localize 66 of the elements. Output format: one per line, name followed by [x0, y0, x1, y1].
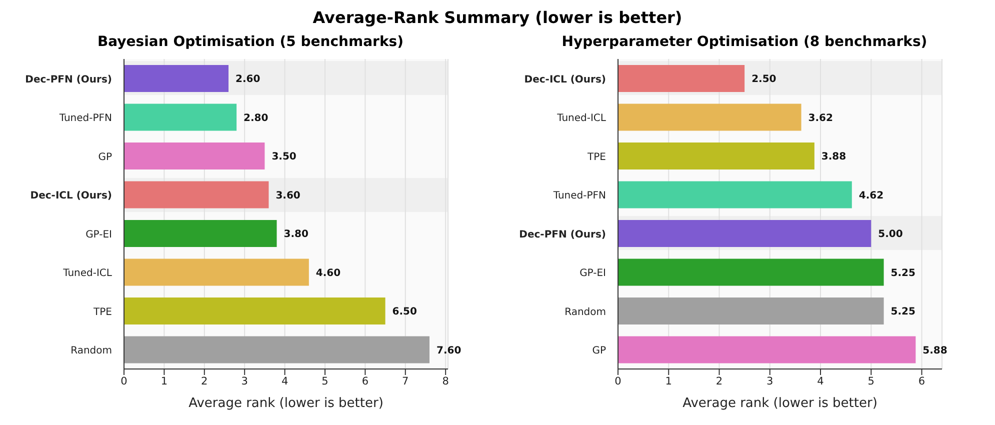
data-label: 2.80	[244, 112, 268, 124]
x-tick-label: 0	[120, 375, 128, 388]
data-label: 5.25	[890, 306, 916, 318]
bar	[618, 181, 852, 208]
chart-subtitle: Bayesian Optimisation (5 benchmarks)	[96, 33, 404, 52]
x-tick-label: 1	[665, 375, 672, 388]
data-label: 3.88	[821, 152, 846, 163]
x-tick-label: 5	[322, 375, 328, 388]
x-tick-label: 0	[614, 375, 622, 388]
y-tick-label: Tuned-ICL	[62, 268, 112, 280]
x-tick-label: 5	[868, 375, 874, 388]
data-label: 3.50	[272, 152, 296, 163]
y-tick-label: Dec-PFN (Ours)	[25, 74, 112, 86]
y-tick-label: Dec-ICL (Ours)	[30, 190, 112, 202]
x-tick-label: 8	[442, 375, 449, 388]
y-tick-label: Random	[564, 306, 606, 318]
x-axis-title: Average rank (lower is better)	[682, 396, 878, 411]
bar	[124, 142, 265, 170]
data-label: 4.62	[858, 190, 884, 202]
bar	[124, 104, 237, 131]
bar	[618, 336, 916, 364]
bar	[124, 65, 229, 92]
bar	[124, 298, 386, 324]
y-tick-label: GP	[98, 152, 112, 163]
x-tick-label: 6	[362, 375, 369, 388]
y-tick-label: GP-EI	[86, 229, 112, 240]
bar	[618, 104, 802, 131]
bar	[124, 336, 430, 364]
y-tick-label: Random	[70, 346, 112, 357]
y-tick-label: Dec-ICL (Ours)	[524, 74, 606, 86]
x-tick-label: 4	[281, 375, 288, 388]
x-tick-label: 4	[817, 375, 824, 388]
y-tick-label: GP-EI	[580, 268, 606, 280]
data-label: 5.88	[922, 345, 948, 356]
data-label: 5.00	[878, 229, 903, 240]
x-tick-label: 2	[716, 375, 723, 388]
data-label: 4.60	[316, 268, 341, 279]
y-tick-label: Tuned-PFN	[552, 190, 606, 202]
bar	[618, 142, 814, 170]
data-label: 2.60	[236, 74, 260, 86]
data-label: 5.25	[890, 268, 916, 279]
data-label: 7.60	[436, 345, 462, 356]
data-label: 6.50	[392, 306, 418, 318]
y-tick-label: Tuned-ICL	[556, 113, 606, 124]
bar	[618, 298, 884, 324]
x-tick-label: 3	[766, 375, 774, 388]
x-tick-label: 3	[241, 375, 248, 388]
y-tick-label: TPE	[92, 306, 112, 318]
y-tick-label: Dec-PFN (Ours)	[519, 229, 606, 240]
y-tick-label: GP	[592, 346, 606, 357]
data-label: 3.60	[276, 190, 300, 202]
y-tick-label: Tuned-PFN	[58, 113, 112, 124]
x-tick-label: 7	[402, 375, 409, 388]
x-tick-label: 2	[201, 375, 208, 388]
data-label: 3.62	[808, 112, 833, 124]
data-label: 3.80	[284, 229, 308, 240]
bar	[618, 258, 884, 286]
bar	[124, 258, 309, 286]
x-tick-label: 1	[160, 375, 168, 388]
y-tick-label: TPE	[586, 152, 606, 163]
x-tick-label: 6	[918, 375, 926, 388]
chart-subtitle: Hyperparameter Optimisation (8 benchmarks)	[560, 33, 928, 52]
x-axis-title: Average rank (lower is better)	[188, 396, 384, 411]
data-label: 2.50	[752, 74, 776, 86]
bar	[124, 220, 277, 247]
text: Average-Rank Summary (lower is better)	[312, 8, 684, 29]
